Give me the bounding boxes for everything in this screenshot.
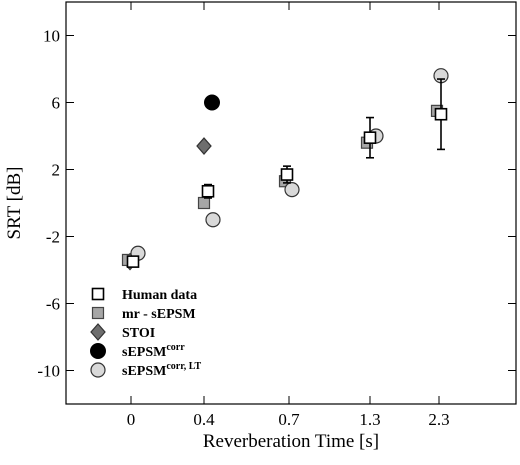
data-point	[196, 137, 212, 155]
data-point	[126, 255, 140, 268]
x-tick-label: 0.4	[193, 410, 215, 429]
legend-label-text: mr - sEPSM	[122, 307, 196, 322]
x-tick-label: 1.3	[359, 410, 380, 429]
data-point	[280, 168, 294, 181]
x-axis-label: Reverberation Time [s]	[203, 431, 379, 452]
legend-marker	[91, 306, 105, 320]
data-point	[205, 212, 221, 228]
data-point	[204, 94, 220, 111]
plot-frame	[65, 1, 517, 405]
data-point	[284, 182, 300, 198]
legend-label-text: Human data	[122, 288, 197, 303]
data-point	[201, 184, 215, 198]
legend-label: STOI	[122, 326, 155, 341]
data-point	[363, 131, 377, 144]
legend-label: sEPSMcorr, LT	[122, 361, 201, 379]
legend-label-text: STOI	[122, 326, 155, 341]
legend-label: mr - sEPSM	[122, 307, 196, 322]
x-tick-label: 0	[127, 410, 136, 429]
legend-marker	[90, 323, 106, 341]
legend-marker	[91, 287, 105, 301]
y-tick-label: -2	[46, 228, 60, 247]
legend-label: sEPSMcorr	[122, 342, 185, 360]
legend-label-text: sEPSM	[122, 364, 166, 379]
data-point	[197, 196, 211, 210]
y-tick-label: 10	[43, 27, 60, 46]
legend-marker	[90, 343, 106, 359]
legend-label-text: sEPSM	[122, 345, 166, 360]
y-tick-label: -6	[46, 295, 60, 314]
legend-label: Human data	[122, 288, 197, 303]
x-tick-label: 2.3	[428, 410, 449, 429]
y-tick-label: 2	[52, 161, 61, 180]
x-axis-ticks: 0 0.4 0.7 1.3 2.3	[127, 2, 450, 429]
legend-label-sup: corr, LT	[166, 361, 201, 372]
y-tick-label: -10	[37, 362, 60, 381]
data-marks	[121, 68, 449, 271]
y-tick-label: 6	[52, 94, 61, 113]
legend-marker	[90, 362, 106, 378]
y-axis-label: SRT [dB]	[4, 167, 25, 240]
y-axis-ticks: 10 6 2 -2 -6 -10	[37, 27, 516, 381]
x-tick-label: 0.7	[278, 410, 300, 429]
legend-label-sup: corr	[166, 342, 185, 353]
data-point	[434, 107, 448, 121]
